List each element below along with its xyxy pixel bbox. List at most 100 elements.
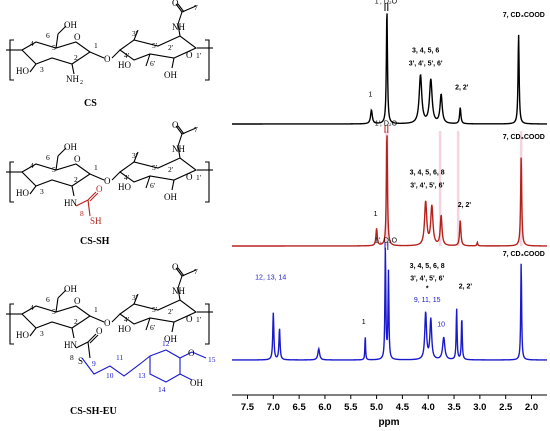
peak-truncation-marker xyxy=(384,125,389,133)
atom-number: 3' xyxy=(132,151,138,160)
structure-cs-sh-eu-text: OH HO HN O O O OH HO NH O O S O OH 4 6 5… xyxy=(16,262,216,417)
peak-label: 2, 2' xyxy=(458,202,472,209)
peak-label: 3, 4, 5, 6, 8 xyxy=(410,263,445,270)
atom-number: 1' xyxy=(196,315,202,324)
structure-name: CS-SH-EU xyxy=(70,406,117,417)
atom-number: 1 xyxy=(94,41,98,50)
structure-cs-sh xyxy=(6,125,213,217)
atom-label: NH xyxy=(172,286,185,296)
peak-truncation-marker xyxy=(384,3,389,11)
atom-label: HO xyxy=(16,188,29,198)
atom-label: O xyxy=(186,50,193,60)
atom-number: 2' xyxy=(168,307,174,316)
peak-label: 7, CD₃COOD xyxy=(503,251,545,258)
peak-label: 12, 13, 14 xyxy=(255,274,286,281)
atom-label: HO xyxy=(118,60,131,70)
structure-cs-sh-text: OH HO HN O O O OH HO NH O O SH 4 6 5 1 3… xyxy=(16,120,202,247)
atom-number: 6' xyxy=(150,323,156,332)
atom-label: NH xyxy=(172,22,185,32)
atom-label: OH xyxy=(64,142,77,152)
atom-label: OH xyxy=(190,378,203,388)
atom-number: 15 xyxy=(208,355,216,364)
atom-label: OH xyxy=(164,192,177,202)
atom-label: HN xyxy=(64,198,77,208)
atom-number: 14 xyxy=(158,385,166,394)
atom-label: OH xyxy=(164,70,177,80)
atom-number: 6 xyxy=(46,31,50,40)
atom-number: 4' xyxy=(124,51,130,60)
atom-label: HO xyxy=(16,330,29,340)
atom-label: O xyxy=(104,176,111,186)
peak-label: 7, CD₃COOD xyxy=(503,134,545,141)
structure-cs xyxy=(6,3,213,81)
atom-number: 9 xyxy=(92,359,96,368)
atom-label: OH xyxy=(164,334,177,344)
structure-cs-text: OH HO NH 2 O O O OH HO NH O 4 6 5 1 3 2 … xyxy=(16,0,202,109)
atom-number: 5 xyxy=(52,307,56,316)
atom-number: 7 xyxy=(194,3,198,12)
nmr-spectra: 1 1', D₂O 3, 4, 5, 6 3', 4', 5', 6' 2, 2' 7, … xyxy=(232,0,547,361)
spectrum-trace xyxy=(232,13,547,125)
peak-label: 10 xyxy=(437,321,445,328)
atom-number: 3 xyxy=(40,65,44,74)
atom-number: 10 xyxy=(106,371,114,380)
x-tick-label: 7.5 xyxy=(241,402,255,413)
atom-number: 2 xyxy=(74,175,78,184)
atom-number: 4' xyxy=(124,315,130,324)
atom-label: 2 xyxy=(80,80,83,86)
peak-label: 2, 2' xyxy=(455,85,469,92)
atom-label: O xyxy=(96,326,103,336)
peak-label: 1 xyxy=(362,319,366,326)
atom-label: O xyxy=(74,154,81,164)
spectrum-1: 1 1', D₂O 3, 4, 5, 6 3', 4', 5', 6' 2, 2' 7, … xyxy=(232,0,547,125)
peak-label: 1', D₂O xyxy=(375,237,398,244)
atom-number: 4 xyxy=(30,39,34,48)
structure-cs-sh-eu xyxy=(6,267,213,383)
atom-number: 5 xyxy=(52,165,56,174)
atom-label: O xyxy=(172,262,179,272)
atom-number: 4 xyxy=(30,303,34,312)
spectrum-3: 12, 13, 14 1 1', D₂O 3, 4, 5, 6, 8 3', 4', 5… xyxy=(232,237,547,361)
atom-number: 2 xyxy=(74,317,78,326)
atom-label: O xyxy=(188,348,195,358)
atom-number: 5 xyxy=(52,43,56,52)
atom-number: 1 xyxy=(94,163,98,172)
peak-label: 2, 2' xyxy=(459,283,473,290)
atom-number: 3' xyxy=(132,293,138,302)
atom-number: 2' xyxy=(168,43,174,52)
atom-number: 1' xyxy=(196,173,202,182)
highlight-band xyxy=(438,131,442,246)
peak-label: 9, 11, 15 xyxy=(414,297,441,304)
atom-label: O xyxy=(172,120,179,130)
atom-number: 1' xyxy=(196,51,202,60)
atom-label: HO xyxy=(118,182,131,192)
x-tick-label: 2.0 xyxy=(525,402,538,413)
peak-label: 3', 4', 5', 6' xyxy=(409,60,443,67)
highlight-band xyxy=(456,131,460,246)
spectrum-2: 1 1', D₂O 3, 4, 5, 6, 8 3', 4', 5', 6' 2, 2'… xyxy=(232,120,547,247)
x-tick-label: 4.5 xyxy=(396,402,410,413)
atom-number: 6' xyxy=(150,59,156,68)
atom-label: SH xyxy=(90,216,102,226)
x-axis: 7.5 7.0 6.5 6.0 5.5 5.0 4.5 4.0 3.5 3.0 2.5 2.0 ppm xyxy=(232,394,547,428)
atom-number: 6 xyxy=(46,153,50,162)
atom-label: HO xyxy=(16,66,29,76)
atom-number: 3' xyxy=(132,29,138,38)
peak-label: 1', D₂O xyxy=(375,120,398,127)
atom-label: O xyxy=(104,318,111,328)
peak-label: 3', 4', 5', 6' xyxy=(410,275,444,282)
atom-label: OH xyxy=(64,284,77,294)
atom-label: OH xyxy=(64,20,77,30)
x-tick-label: 5.5 xyxy=(344,402,358,413)
atom-number: 2' xyxy=(168,165,174,174)
peak-label: 7, CD₃COOD xyxy=(503,12,545,19)
x-tick-label: 2.5 xyxy=(499,402,513,413)
peak-label: 1 xyxy=(368,91,372,98)
atom-number: 5' xyxy=(152,163,158,172)
x-tick-label: 6.5 xyxy=(293,402,307,413)
spectrum-trace xyxy=(232,247,547,361)
x-axis-label: ppm xyxy=(378,417,399,428)
atom-label: NH xyxy=(66,74,79,84)
atom-label: O xyxy=(186,172,193,182)
atom-number: 2 xyxy=(74,53,78,62)
